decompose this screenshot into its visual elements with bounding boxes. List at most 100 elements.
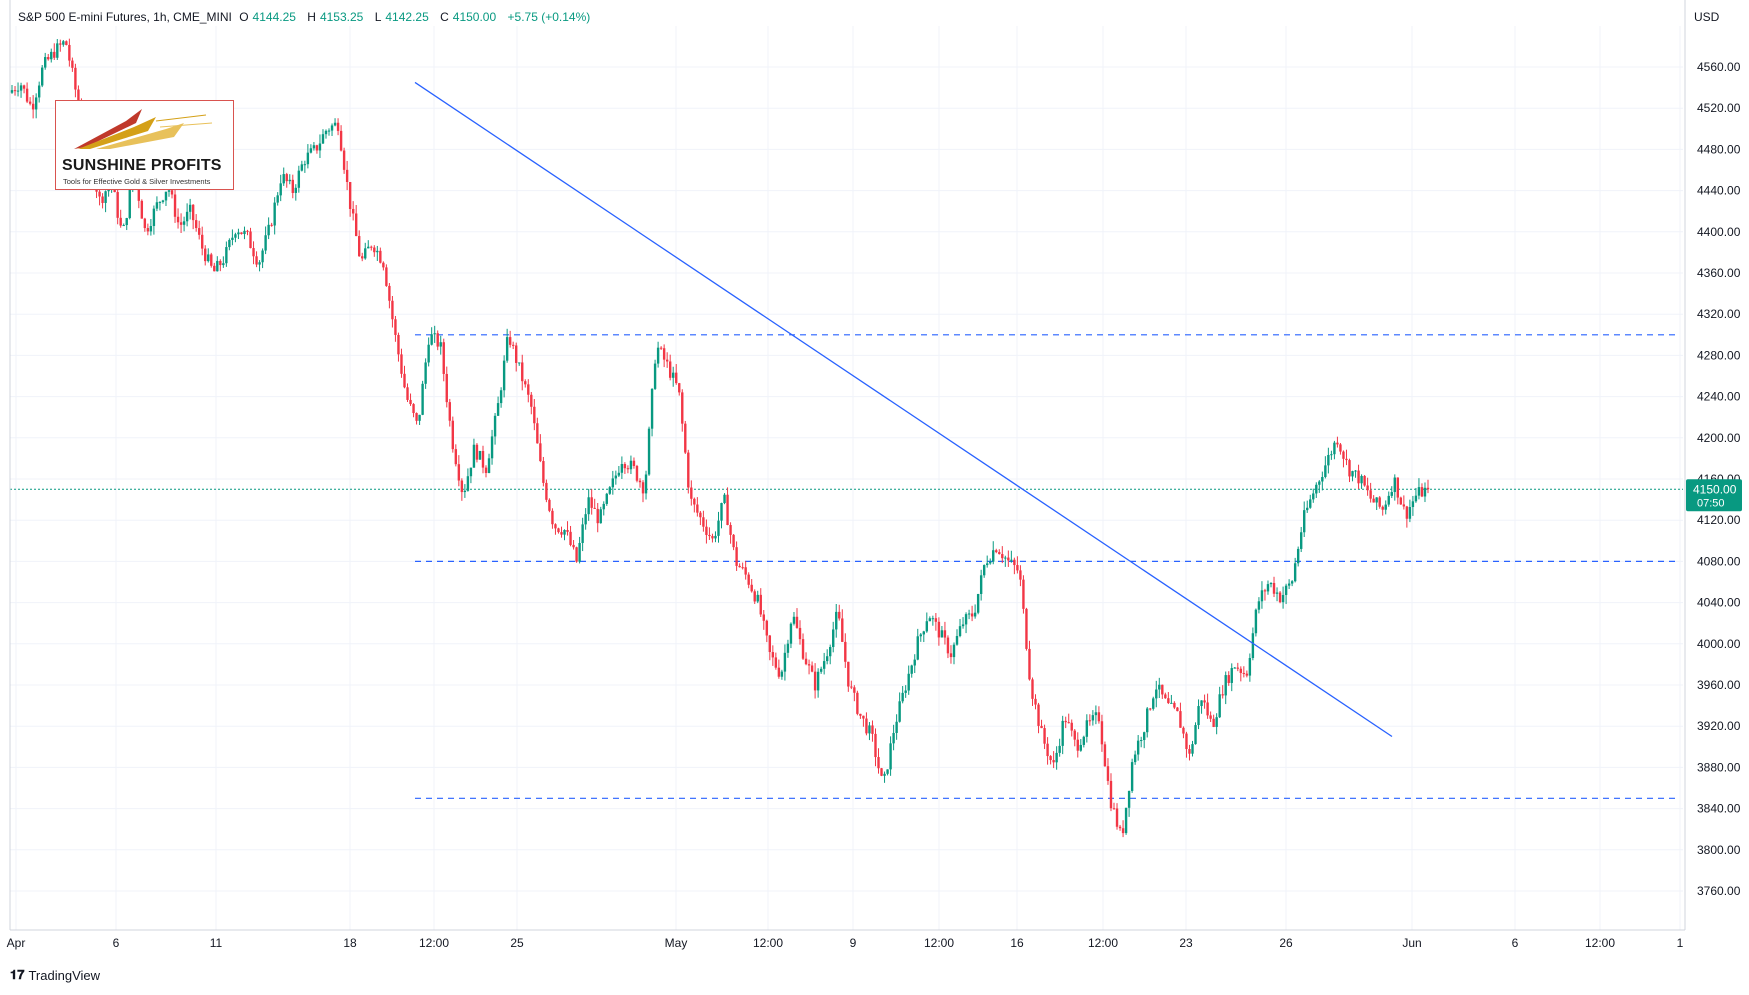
currency-label[interactable]: USD	[1694, 10, 1720, 24]
candle-body	[696, 504, 699, 513]
sunshine-profits-logo: SUNSHINE PROFITS Tools for Effective Gol…	[55, 100, 234, 190]
x-tick-label: 16	[1010, 936, 1024, 950]
chart-header: S&P 500 E-mini Futures, 1h, CME_MINI O 41…	[18, 10, 594, 24]
candle-body	[542, 461, 545, 483]
candle-body	[176, 216, 180, 223]
candle-body	[563, 530, 566, 535]
candle-body	[1351, 471, 1354, 477]
logo-swoosh-icon	[74, 109, 213, 149]
candle-body	[946, 637, 950, 654]
candle-body	[1073, 730, 1076, 740]
candle-body	[566, 530, 569, 532]
candle-body	[653, 363, 657, 389]
candle-body	[747, 574, 750, 585]
candle-body	[466, 476, 470, 491]
x-tick-label: 12:00	[924, 936, 954, 950]
candle-body	[1103, 744, 1107, 767]
candle-body	[1133, 754, 1137, 763]
y-tick-label: 4280.00	[1697, 348, 1741, 362]
candle-body	[1010, 559, 1013, 561]
candle-body	[807, 664, 811, 666]
candle-body	[1037, 704, 1040, 726]
candle-body	[324, 130, 328, 135]
candle-body	[1296, 548, 1300, 564]
candle-body	[1025, 608, 1028, 649]
candle-body	[336, 122, 340, 131]
candle-body	[1085, 720, 1089, 737]
candle-body	[632, 460, 636, 466]
candle-body	[1158, 684, 1161, 690]
candle-body	[400, 354, 403, 374]
candle-body	[901, 692, 904, 702]
candle-body	[1321, 477, 1324, 482]
candle-body	[533, 406, 536, 424]
candle-body	[759, 594, 762, 615]
candle-body	[1378, 497, 1381, 507]
candle-body	[795, 616, 799, 628]
candle-body	[207, 254, 210, 262]
candle-body	[662, 348, 666, 360]
candle-body	[412, 404, 415, 414]
candle-body	[780, 671, 784, 677]
candle-body	[194, 220, 198, 229]
candle-body	[436, 333, 439, 347]
candle-body	[433, 333, 436, 335]
candle-body	[1426, 487, 1430, 490]
candle-body	[294, 187, 298, 193]
candle-body	[267, 224, 270, 236]
candle-body	[385, 267, 388, 286]
candle-body	[98, 191, 101, 197]
candle-body	[13, 90, 17, 92]
price-tag-box	[1686, 479, 1742, 512]
candle-body	[614, 475, 618, 479]
candle-body	[786, 643, 790, 653]
y-tick-label: 4000.00	[1697, 637, 1741, 651]
candle-body	[569, 531, 572, 545]
candle-body	[1136, 740, 1140, 755]
candle-body	[1411, 501, 1415, 508]
candle-body	[370, 246, 373, 248]
candle-body	[898, 701, 901, 722]
candle-body	[1152, 698, 1155, 709]
candle-body	[231, 237, 234, 240]
candle-body	[1336, 442, 1339, 445]
candle-body	[641, 482, 645, 494]
candle-body	[750, 584, 753, 592]
candle-body	[481, 450, 485, 468]
candle-body	[197, 228, 201, 235]
candle-body	[819, 668, 823, 672]
symbol-title[interactable]: S&P 500 E-mini Futures, 1h, CME_MINI	[18, 10, 232, 24]
candle-body	[515, 345, 518, 363]
candle-body	[1185, 733, 1188, 750]
candle-body	[496, 403, 500, 416]
tradingview-icon: 𝟏𝟕	[10, 967, 25, 982]
candle-body	[825, 656, 829, 662]
candle-body	[847, 661, 850, 687]
candle-body	[551, 510, 554, 525]
candle-body	[1275, 592, 1279, 594]
close-value: 4150.00	[452, 10, 497, 24]
tradingview-brand[interactable]: 𝟏𝟕 TradingView	[10, 967, 100, 983]
candle-body	[536, 423, 539, 444]
candle-body	[922, 631, 925, 635]
candle-body	[937, 621, 941, 638]
candle-body	[53, 51, 56, 58]
candle-body	[732, 534, 735, 548]
candle-body	[463, 490, 467, 493]
y-tick-label: 3800.00	[1697, 843, 1741, 857]
candle-body	[143, 218, 147, 229]
candle-body	[273, 202, 276, 226]
candle-body	[116, 192, 119, 218]
candle-body	[1312, 493, 1315, 500]
candle-body	[167, 190, 171, 192]
candle-body	[397, 334, 400, 355]
candle-body	[1315, 484, 1318, 494]
candle-body	[493, 415, 497, 437]
candle-body	[1278, 592, 1282, 603]
candle-body	[708, 534, 711, 537]
candle-body	[1182, 727, 1185, 734]
y-tick-label: 4080.00	[1697, 554, 1741, 568]
